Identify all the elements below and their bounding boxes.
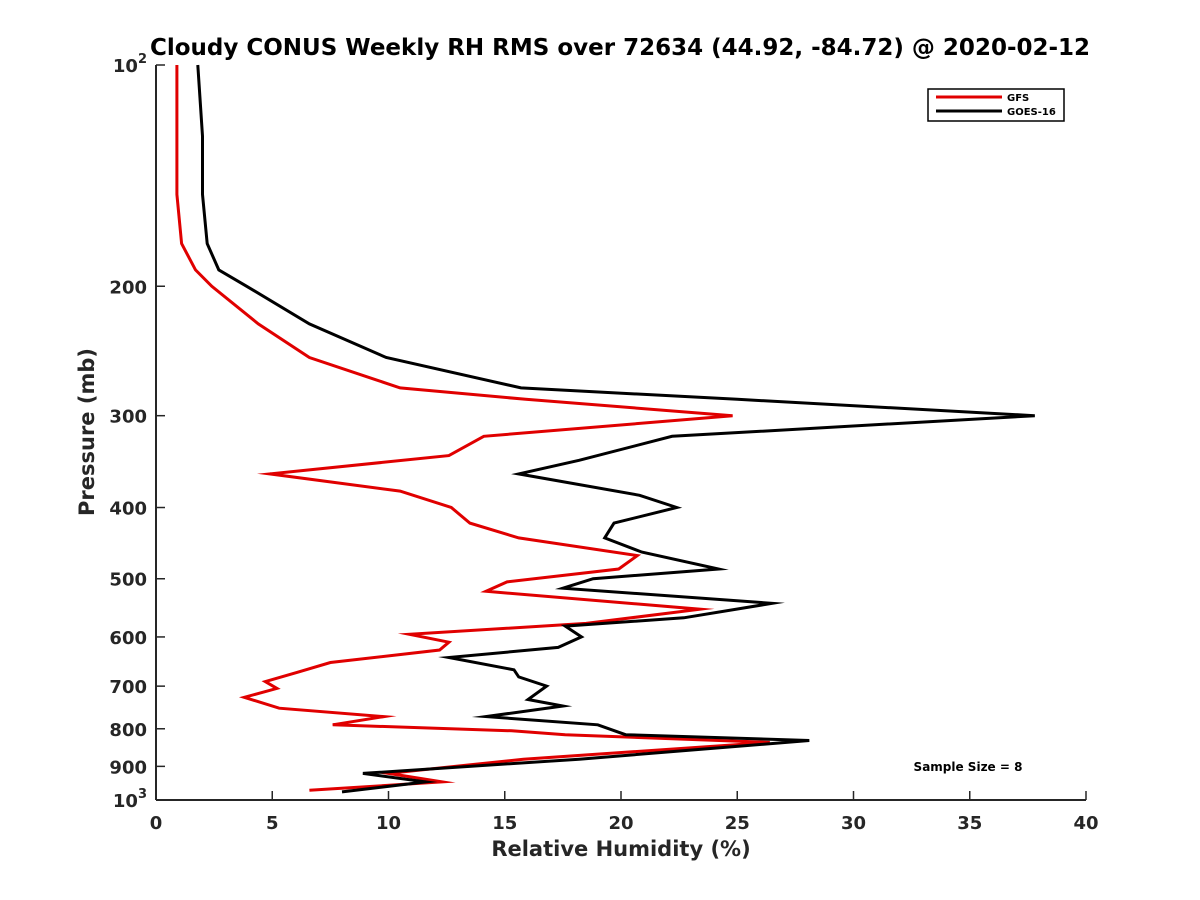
y-tick-label: 500	[109, 570, 147, 591]
y-tick-label: 600	[109, 628, 147, 649]
y-tick-label: 400	[109, 499, 147, 520]
chart-title: Cloudy CONUS Weekly RH RMS over 72634 (4…	[150, 35, 1090, 61]
x-tick-label: 20	[608, 813, 633, 834]
x-tick-label: 40	[1073, 813, 1098, 834]
x-tick-label: 25	[725, 813, 750, 834]
x-tick-label: 30	[841, 813, 866, 834]
x-tick-label: 15	[492, 813, 517, 834]
series-layer	[175, 64, 1035, 794]
series-line-goes-16	[196, 64, 1035, 794]
x-axis-label: Relative Humidity (%)	[491, 837, 750, 861]
y-tick-label: 700	[109, 677, 147, 698]
legend-label-goes-16: GOES-16	[1007, 107, 1056, 118]
x-tick-label: 10	[376, 813, 401, 834]
x-tick-label: 0	[150, 813, 163, 834]
y-tick-label: 800	[109, 720, 147, 741]
plot-area	[175, 64, 1035, 794]
legend: GFS GOES-16	[927, 88, 1065, 122]
axes-layer: 0 5 10 15 20 25 30 35 40 102 200 300 400 500 600 700 80…	[109, 52, 1098, 834]
y-tick-label: 900	[109, 757, 147, 778]
legend-label-gfs: GFS	[1007, 93, 1029, 104]
x-ticks: 0 5 10 15 20 25 30 35 40	[150, 791, 1099, 834]
y-tick-label: 103	[113, 787, 147, 812]
sample-size-annotation: Sample Size = 8	[914, 760, 1023, 774]
y-axis-label: Pressure (mb)	[75, 348, 99, 516]
x-tick-label: 5	[266, 813, 279, 834]
y-ticks: 102 200 300 400 500 600 700 800 900 103	[109, 52, 165, 812]
y-tick-label: 200	[109, 277, 147, 298]
legend-box	[927, 88, 1065, 122]
series-line-gfs	[175, 65, 770, 792]
y-tick-label: 102	[113, 52, 147, 77]
y-tick-label: 300	[109, 407, 147, 428]
x-tick-label: 35	[957, 813, 982, 834]
